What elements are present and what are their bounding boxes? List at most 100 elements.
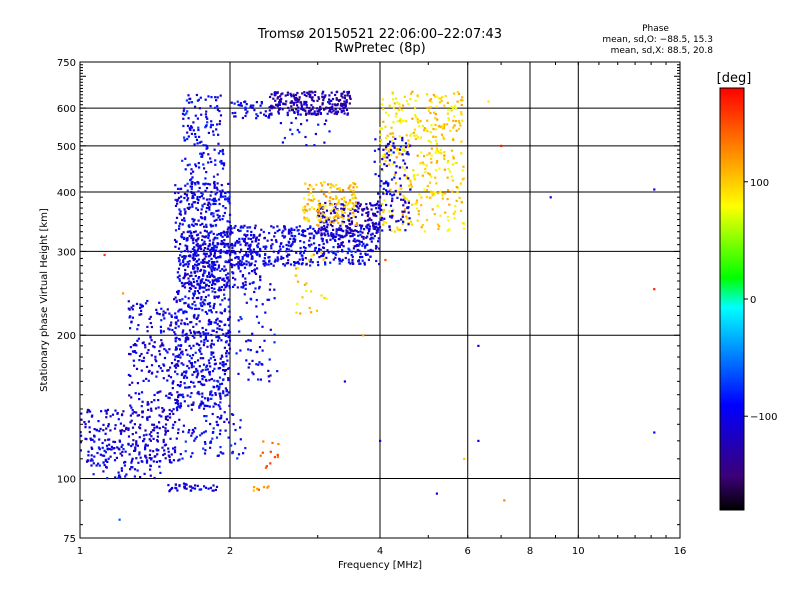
data-point <box>367 232 370 235</box>
data-point <box>199 347 202 350</box>
data-point <box>404 229 407 232</box>
data-point <box>337 199 341 202</box>
data-point <box>353 245 356 248</box>
data-point <box>284 103 287 106</box>
data-point <box>186 238 189 241</box>
data-point <box>133 423 136 426</box>
data-point <box>235 263 238 266</box>
data-point <box>279 100 282 103</box>
data-point <box>213 363 216 366</box>
data-point <box>380 218 383 221</box>
data-point <box>446 112 449 115</box>
data-point <box>414 106 417 109</box>
data-point <box>182 264 185 267</box>
data-point <box>407 139 410 142</box>
data-point <box>198 276 201 279</box>
data-point <box>206 247 209 250</box>
data-point <box>194 250 197 253</box>
data-point <box>240 260 243 263</box>
data-point <box>416 94 419 97</box>
data-point <box>93 434 96 437</box>
data-point <box>146 330 149 333</box>
data-point <box>431 208 434 211</box>
data-point <box>192 294 195 297</box>
data-point <box>144 429 147 432</box>
data-point <box>452 126 455 129</box>
data-point <box>161 369 164 372</box>
data-point <box>204 126 207 129</box>
data-point <box>385 136 388 140</box>
data-point <box>196 142 199 145</box>
data-point <box>398 152 401 155</box>
data-point <box>269 283 272 286</box>
data-point <box>208 318 211 322</box>
data-point <box>375 259 378 263</box>
data-point <box>250 257 253 260</box>
data-point <box>139 427 142 430</box>
data-point <box>190 182 194 185</box>
data-point <box>216 105 219 108</box>
data-point <box>203 375 206 378</box>
data-point <box>190 357 193 360</box>
data-point <box>201 193 204 196</box>
data-point <box>238 104 242 107</box>
data-point <box>456 100 459 103</box>
data-point <box>131 443 134 446</box>
data-point <box>423 129 426 132</box>
data-point <box>429 98 432 101</box>
data-point <box>162 330 165 333</box>
data-point <box>447 119 450 122</box>
data-point <box>227 305 230 308</box>
data-point <box>409 183 412 186</box>
data-point <box>276 230 279 233</box>
data-point <box>309 260 312 263</box>
data-point <box>329 223 332 226</box>
data-point <box>340 203 343 206</box>
data-point <box>345 225 348 228</box>
data-point <box>259 454 262 457</box>
data-point <box>282 263 285 266</box>
data-point <box>292 101 295 104</box>
data-point <box>150 339 153 342</box>
data-point <box>356 248 359 251</box>
data-point <box>185 112 188 115</box>
data-point <box>192 403 195 406</box>
data-point <box>401 213 404 216</box>
data-point <box>288 241 291 244</box>
data-point <box>98 438 101 441</box>
data-point <box>321 92 324 95</box>
data-point <box>408 217 411 220</box>
data-point <box>174 333 177 336</box>
data-point <box>315 183 318 186</box>
data-point <box>335 97 338 100</box>
data-point <box>285 100 288 103</box>
data-point <box>142 359 145 363</box>
data-point <box>84 426 87 429</box>
data-point <box>213 219 216 222</box>
data-point <box>307 193 310 196</box>
data-point <box>206 368 209 371</box>
data-point <box>207 487 210 490</box>
data-point <box>179 381 182 384</box>
data-point <box>194 484 197 487</box>
data-point <box>304 182 307 185</box>
data-point <box>241 274 245 277</box>
data-point <box>128 316 131 319</box>
data-point <box>417 213 420 216</box>
data-point <box>103 454 106 457</box>
data-point <box>181 372 184 375</box>
data-point <box>325 216 328 219</box>
data-point <box>267 485 270 488</box>
data-point <box>264 311 267 314</box>
data-point <box>194 105 197 108</box>
data-point <box>436 160 439 163</box>
data-point <box>158 350 161 353</box>
data-point <box>301 296 304 299</box>
data-point <box>192 430 195 433</box>
data-point <box>223 211 226 215</box>
data-point <box>312 188 315 191</box>
data-point <box>306 91 309 94</box>
data-point <box>160 319 163 322</box>
data-point <box>245 301 248 304</box>
